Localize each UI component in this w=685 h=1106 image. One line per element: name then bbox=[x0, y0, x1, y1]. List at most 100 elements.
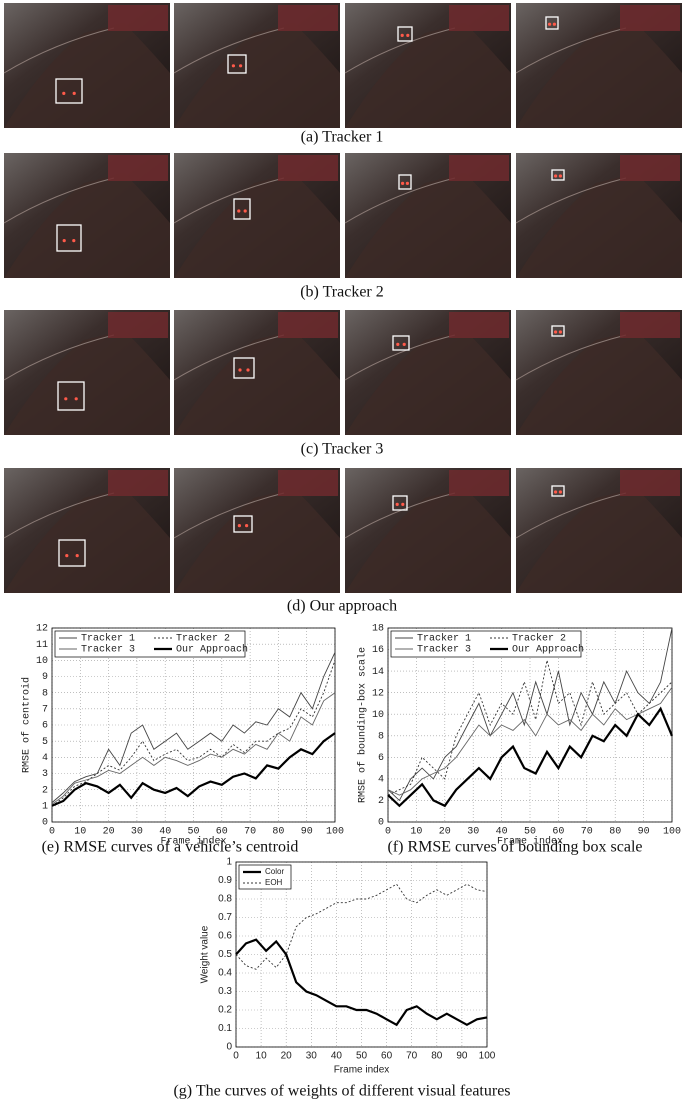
road-edge bbox=[173, 492, 285, 539]
tail-light bbox=[237, 524, 241, 528]
caption: (g) The curves of weights of different v… bbox=[173, 1083, 510, 1100]
tail-light bbox=[401, 502, 405, 506]
photo-tile bbox=[344, 153, 511, 278]
road bbox=[345, 330, 511, 435]
x-tick-label: 100 bbox=[326, 827, 344, 838]
road-edge bbox=[173, 334, 285, 381]
tracking-box bbox=[233, 515, 253, 533]
x-tick-label: 0 bbox=[385, 827, 391, 838]
legend-label: Tracker 3 bbox=[417, 644, 471, 656]
road bbox=[4, 330, 170, 435]
series-line bbox=[51, 692, 336, 805]
y-tick-label: 11 bbox=[36, 640, 48, 651]
x-tick-label: 10 bbox=[410, 827, 422, 838]
photo-tile bbox=[173, 153, 340, 278]
x-tick-label: 100 bbox=[479, 1051, 496, 1062]
photo-tile bbox=[344, 3, 511, 128]
legend-label: Tracker 1 bbox=[81, 633, 135, 645]
series-line bbox=[387, 706, 674, 808]
road-edge bbox=[515, 492, 627, 539]
legend-label: Color bbox=[265, 867, 284, 876]
caption: (c) Tracker 3 bbox=[301, 441, 384, 458]
road bbox=[345, 23, 511, 128]
tail-light bbox=[72, 239, 76, 243]
y-axis-label: Weight value bbox=[200, 925, 211, 983]
x-tick-label: 30 bbox=[131, 827, 143, 838]
tail-light bbox=[406, 33, 410, 37]
series-line bbox=[51, 660, 336, 807]
y-tick-label: 0.2 bbox=[218, 1005, 232, 1016]
y-tick-label: 1 bbox=[226, 857, 232, 868]
tail-light bbox=[400, 33, 404, 37]
info-overlay bbox=[278, 5, 338, 31]
x-axis-label: Frame index bbox=[334, 1065, 390, 1076]
y-tick-label: 1 bbox=[42, 801, 48, 812]
y-tick-label: 0.9 bbox=[218, 875, 232, 886]
y-tick-label: 16 bbox=[372, 645, 384, 656]
y-tick-label: 0 bbox=[378, 818, 384, 829]
info-overlay bbox=[620, 155, 680, 181]
x-tick-label: 30 bbox=[467, 827, 479, 838]
tail-light bbox=[558, 174, 562, 178]
tracking-box bbox=[392, 495, 408, 511]
photo-tile bbox=[3, 153, 170, 278]
road-edge bbox=[515, 177, 627, 224]
road-edge bbox=[344, 177, 456, 224]
tail-light bbox=[558, 330, 562, 334]
tracking-box bbox=[55, 78, 83, 104]
x-tick-label: 0 bbox=[49, 827, 55, 838]
y-tick-label: 12 bbox=[372, 688, 384, 699]
road bbox=[4, 488, 170, 593]
x-tick-label: 90 bbox=[301, 827, 313, 838]
tail-light bbox=[558, 490, 562, 494]
photo-tile bbox=[173, 310, 340, 435]
tail-light bbox=[231, 64, 235, 68]
tracking-box bbox=[227, 54, 247, 74]
info-overlay bbox=[620, 312, 680, 338]
legend-box bbox=[390, 630, 582, 658]
y-tick-label: 10 bbox=[36, 656, 48, 667]
tail-light bbox=[552, 22, 556, 26]
photo-tile bbox=[515, 468, 682, 593]
tracking-box bbox=[545, 16, 559, 30]
info-overlay bbox=[108, 312, 168, 338]
x-tick-label: 60 bbox=[216, 827, 228, 838]
x-axis-label: Frame index bbox=[160, 836, 226, 848]
road bbox=[174, 330, 340, 435]
y-axis-label: RMSE of bounding-box scale bbox=[357, 647, 369, 803]
series-line bbox=[235, 938, 488, 1027]
tail-light bbox=[246, 368, 250, 372]
x-tick-label: 40 bbox=[496, 827, 508, 838]
photo-tile bbox=[344, 468, 511, 593]
x-tick-label: 40 bbox=[331, 1051, 343, 1062]
tracking-box bbox=[57, 381, 85, 411]
y-tick-label: 4 bbox=[378, 775, 384, 786]
tail-light bbox=[65, 554, 69, 558]
tail-light bbox=[75, 554, 79, 558]
y-tick-label: 3 bbox=[42, 769, 48, 780]
info-overlay bbox=[278, 155, 338, 181]
legend-label: Tracker 1 bbox=[417, 633, 471, 645]
x-tick-label: 10 bbox=[256, 1051, 268, 1062]
legend-label: Our Approach bbox=[176, 644, 248, 656]
y-tick-label: 0.1 bbox=[218, 1023, 232, 1034]
road-edge bbox=[3, 27, 115, 74]
photo-tile bbox=[173, 3, 340, 128]
y-tick-label: 14 bbox=[372, 667, 384, 678]
plot-frame bbox=[51, 627, 336, 823]
road bbox=[4, 173, 170, 278]
tail-light bbox=[237, 209, 241, 213]
x-tick-label: 10 bbox=[74, 827, 86, 838]
y-tick-label: 9 bbox=[42, 672, 48, 683]
road-edge bbox=[3, 492, 115, 539]
tail-light bbox=[554, 330, 558, 334]
info-overlay bbox=[449, 470, 509, 496]
x-tick-label: 20 bbox=[281, 1051, 293, 1062]
tracking-box bbox=[398, 174, 412, 190]
y-axis-label: RMSE of centroid bbox=[21, 677, 33, 773]
tail-light bbox=[554, 490, 558, 494]
y-tick-label: 0.6 bbox=[218, 931, 232, 942]
tracking-box bbox=[58, 539, 86, 567]
